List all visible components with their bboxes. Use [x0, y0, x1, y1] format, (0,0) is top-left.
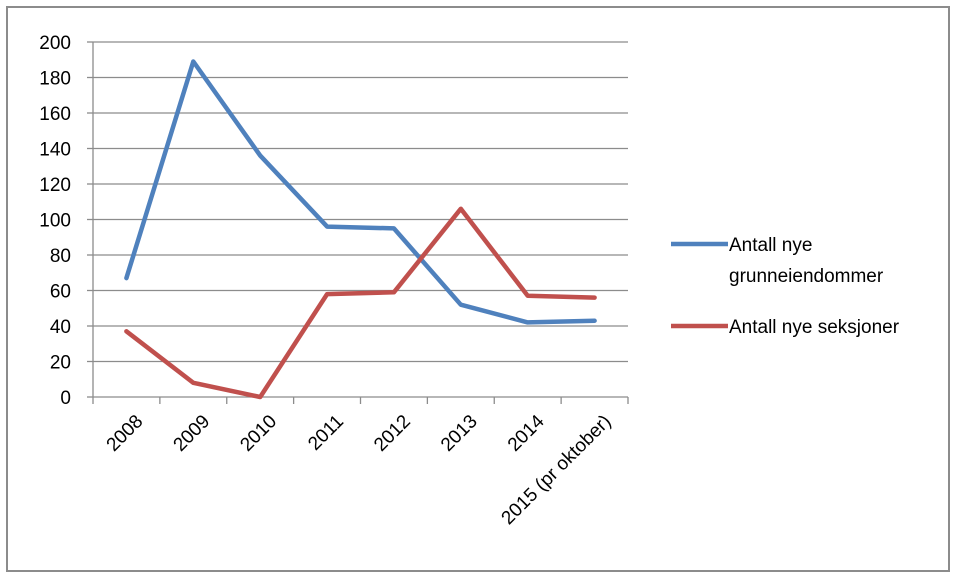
x-tick-label: 2012	[370, 411, 415, 456]
y-tick-label: 160	[39, 104, 71, 125]
x-tick-label: 2010	[236, 411, 281, 456]
legend-label-0: Antall nye grunneiendommer	[729, 235, 884, 287]
x-tick-label: 2009	[170, 411, 215, 456]
y-tick-label: 100	[39, 211, 71, 232]
y-tick-label: 20	[50, 353, 71, 374]
x-tick-label: 2013	[437, 411, 482, 456]
y-tick-labels: 0 20 40 60 80 100 120 140 160 180 200	[39, 33, 71, 409]
y-tick-label: 120	[39, 175, 71, 196]
x-tick-label: 2011	[304, 411, 348, 455]
series-line-1	[124, 206, 597, 400]
y-tick-label: 40	[50, 317, 71, 338]
legend: Antall nye grunneiendommer Antall nye seks…	[671, 235, 900, 338]
y-tick-label: 140	[39, 140, 71, 161]
legend-label-1: Antall nye seksjoner	[729, 317, 900, 338]
x-tick-label: 2008	[103, 411, 148, 456]
y-tick-label: 200	[39, 33, 71, 54]
series-line-0	[124, 59, 597, 325]
y-tick-label: 80	[50, 246, 71, 267]
y-tick-label: 0	[60, 388, 71, 409]
y-tick-label: 60	[50, 282, 71, 303]
y-tick-label: 180	[39, 69, 71, 90]
series-lines	[124, 59, 597, 400]
gridlines	[93, 41, 628, 363]
x-tick-label: 2014	[504, 411, 549, 456]
chart-frame	[6, 6, 950, 572]
axes	[87, 41, 629, 404]
